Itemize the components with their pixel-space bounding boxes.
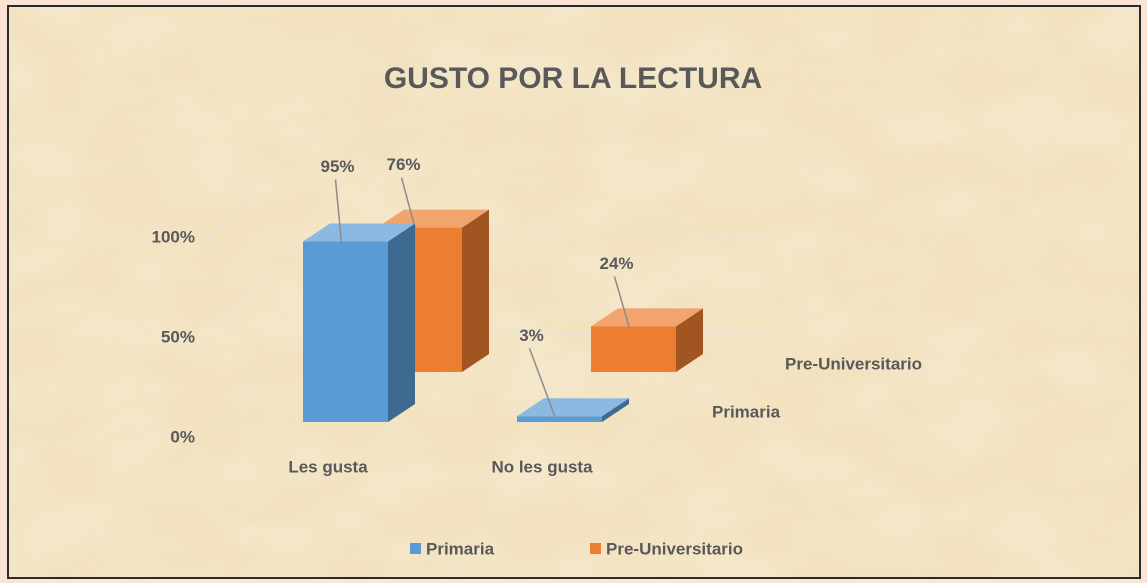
grid-line bbox=[209, 236, 775, 339]
leader-line bbox=[528, 348, 557, 419]
bar-top bbox=[303, 223, 415, 242]
y-tick-label: 100% bbox=[152, 227, 195, 246]
data-label: 24% bbox=[599, 254, 633, 273]
x-tick-label: No les gusta bbox=[491, 457, 593, 476]
bar bbox=[303, 223, 415, 422]
bar bbox=[591, 308, 703, 372]
data-label: 95% bbox=[320, 157, 354, 176]
data-label: 3% bbox=[519, 326, 544, 345]
bar-front bbox=[591, 326, 676, 372]
bar-top bbox=[377, 209, 489, 228]
depth-axis-label: Pre-Universitario bbox=[785, 354, 922, 373]
grid-line bbox=[209, 138, 775, 239]
leader-line bbox=[613, 276, 631, 329]
data-label: 76% bbox=[386, 155, 420, 174]
bar-top bbox=[517, 398, 629, 417]
bar-side bbox=[676, 308, 703, 372]
leader-line bbox=[334, 179, 343, 244]
bar-front bbox=[517, 416, 602, 422]
y-tick-label: 0% bbox=[170, 427, 195, 446]
legend-label: Primaria bbox=[426, 539, 495, 558]
bar bbox=[517, 398, 629, 422]
x-tick-label: Les gusta bbox=[288, 457, 368, 476]
legend-swatch bbox=[410, 543, 421, 554]
bar-side bbox=[462, 209, 489, 372]
bar-side bbox=[602, 398, 629, 422]
leader-line bbox=[400, 177, 417, 230]
bar-top bbox=[591, 308, 703, 327]
bar-side bbox=[388, 223, 415, 422]
bar-front bbox=[303, 241, 388, 422]
legend-swatch bbox=[590, 543, 601, 554]
y-tick-label: 50% bbox=[161, 327, 195, 346]
depth-axis-label: Primaria bbox=[712, 402, 781, 421]
paper-texture bbox=[9, 7, 1139, 577]
legend-label: Pre-Universitario bbox=[606, 539, 743, 558]
chart-title: GUSTO POR LA LECTURA bbox=[384, 62, 762, 95]
